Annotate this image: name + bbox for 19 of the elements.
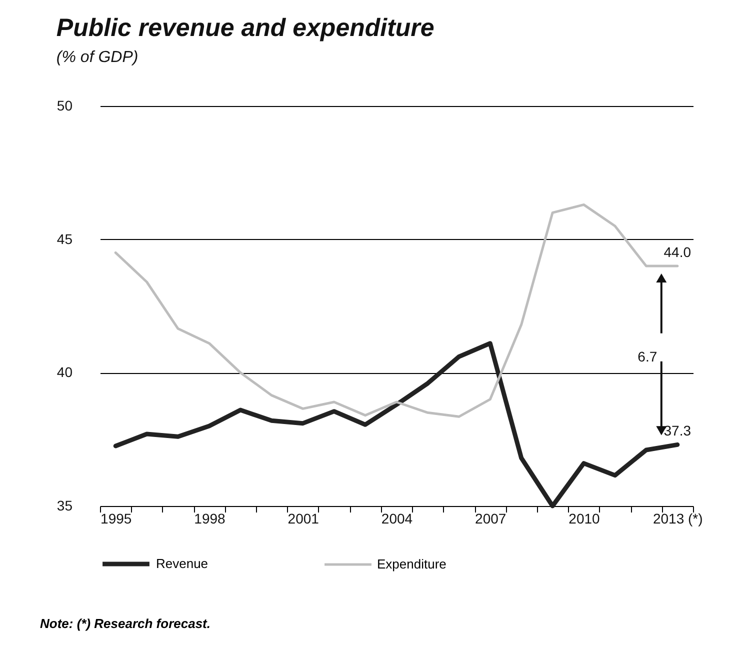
y-tick-label: 50 — [56, 98, 73, 114]
annotation: 6.7 — [638, 348, 658, 364]
text: Note: (*) Research forecast. — [40, 616, 210, 631]
y-tick-label: 40 — [56, 364, 73, 380]
x-tick-label: 2001 — [288, 510, 320, 526]
y-tick-label: 35 — [56, 498, 73, 514]
chart-title: Public revenue and expenditure — [56, 14, 434, 42]
legend-label: Expenditure — [377, 556, 446, 572]
annotation: 37.3 — [664, 422, 692, 439]
x-tick-label: 1995 — [100, 510, 132, 526]
x-tick-label: 2007 — [475, 510, 506, 526]
x-tick-label: 2013 (*) — [652, 510, 703, 526]
x-tick-label: 2004 — [381, 510, 413, 526]
annotation: 44.0 — [664, 244, 692, 260]
chart-subtitle: (% of GDP) — [56, 49, 138, 66]
x-tick-label: 2010 — [568, 510, 600, 526]
legend-label: Revenue — [156, 556, 208, 571]
x-tick-label: 1998 — [194, 510, 226, 526]
y-tick-label: 45 — [56, 230, 73, 247]
